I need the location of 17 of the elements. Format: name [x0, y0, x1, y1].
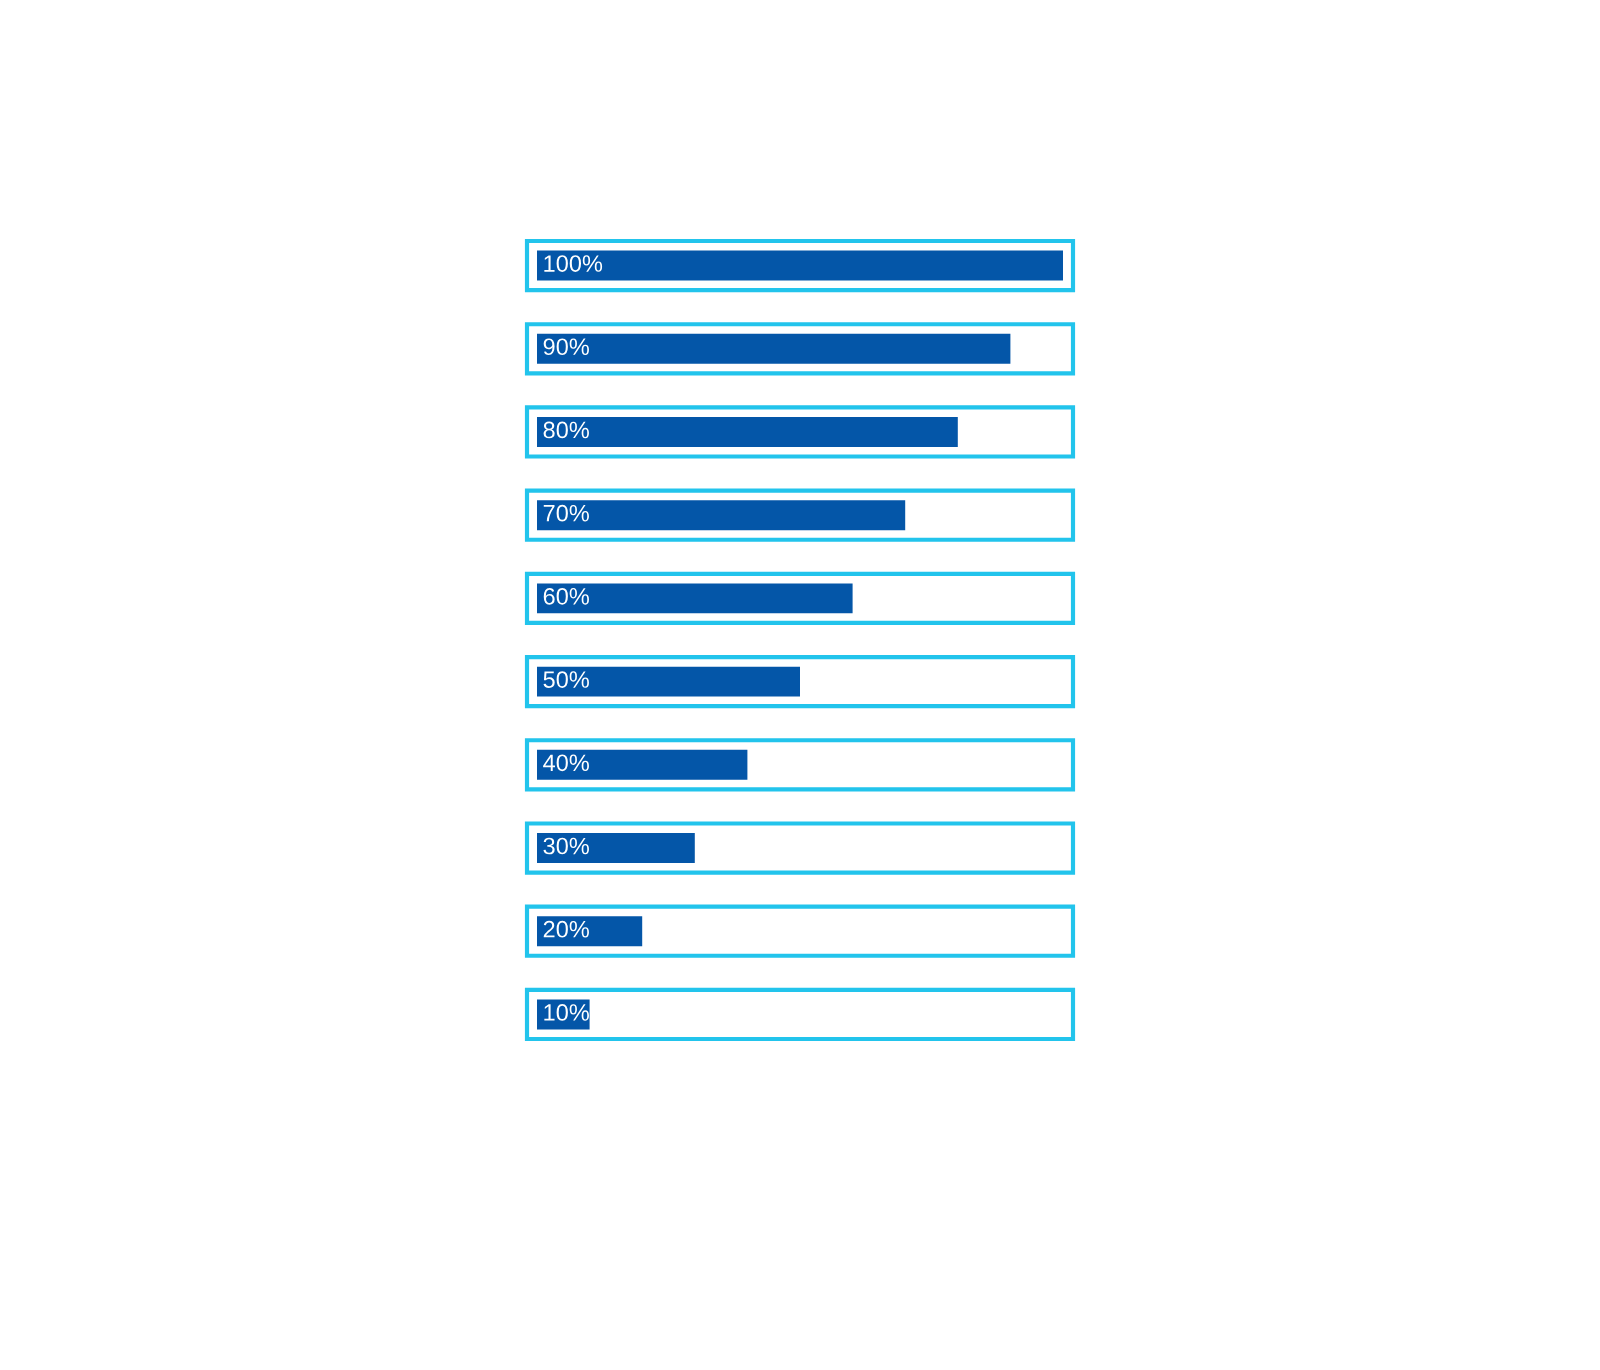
data-label: 80% — [543, 421, 589, 439]
bar — [537, 749, 748, 780]
data-label: 40% — [543, 754, 589, 772]
data-label: 60% — [543, 588, 589, 605]
data-label: 10% — [544, 1004, 589, 1021]
bar — [537, 666, 800, 697]
data-label: 30% — [543, 837, 589, 855]
bar — [537, 833, 695, 864]
data-label: 100% — [544, 255, 603, 272]
bar — [537, 916, 643, 947]
data-label: 90% — [543, 338, 589, 356]
data-label: 20% — [543, 920, 589, 938]
bar — [537, 416, 958, 447]
bar — [537, 583, 853, 614]
data-label: 50% — [543, 671, 589, 688]
data-label: 70% — [543, 504, 589, 522]
bar — [537, 500, 906, 531]
